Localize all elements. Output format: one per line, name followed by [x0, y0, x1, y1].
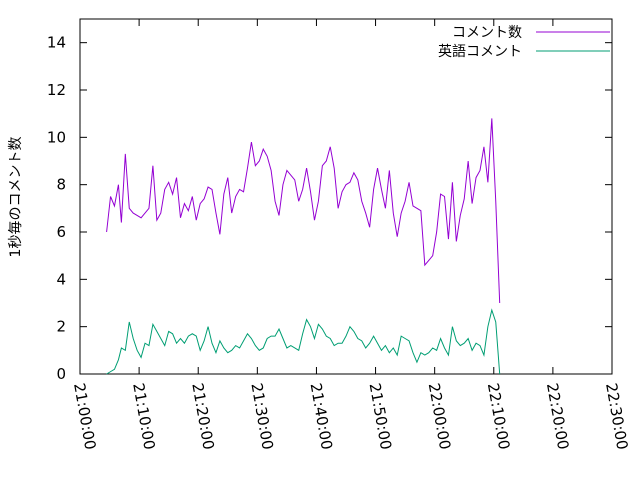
x-tick-label: 22:20:00 [543, 382, 572, 451]
y-axis-label: 1秒毎のコメント数 [8, 137, 24, 258]
x-tick-label: 21:10:00 [129, 382, 158, 451]
y-tick-label: 4 [56, 270, 66, 288]
axes [79, 18, 613, 375]
x-tick-label: 22:10:00 [484, 382, 513, 451]
y-tick-label: 14 [47, 34, 66, 52]
y-tick-label: 10 [47, 128, 66, 146]
y-tick-label: 0 [56, 365, 66, 383]
series-line-2 [106, 308, 501, 375]
x-tick-label: 21:20:00 [188, 382, 217, 451]
y-tick-label: 8 [56, 176, 66, 194]
x-tick-label: 21:50:00 [366, 382, 395, 451]
x-tick-label: 21:30:00 [247, 382, 276, 451]
legend-label-1: コメント数 [452, 25, 522, 41]
series-line-1 [106, 118, 501, 304]
ticks: 0 2 4 6 8 10 12 14 21:00:00 21:10:00 21:20:00 21:30… [47, 19, 631, 451]
y-tick-label: 12 [47, 81, 66, 99]
x-tick-label: 21:00:00 [70, 382, 99, 451]
y-tick-label: 2 [56, 318, 66, 336]
x-tick-label: 21:40:00 [307, 382, 336, 451]
x-tick-label: 22:30:00 [602, 382, 631, 451]
x-tick-label: 22:00:00 [425, 382, 454, 451]
plot-frame [79, 18, 613, 375]
y-tick-label: 6 [56, 223, 66, 241]
series-lines [106, 118, 501, 375]
legend-label-2: 英語コメント [438, 43, 522, 60]
